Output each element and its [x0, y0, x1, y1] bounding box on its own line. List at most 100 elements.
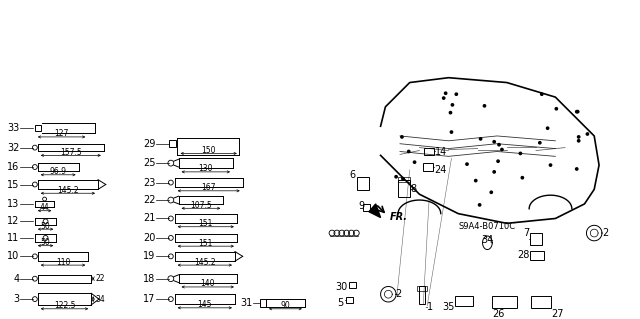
Circle shape [500, 148, 503, 151]
Text: 10: 10 [7, 251, 19, 261]
Circle shape [577, 110, 579, 113]
Text: 25: 25 [143, 158, 156, 168]
Text: 23: 23 [143, 178, 156, 188]
Circle shape [444, 92, 447, 94]
Text: 151: 151 [198, 219, 213, 228]
Circle shape [577, 140, 580, 142]
Circle shape [449, 111, 452, 114]
Bar [398, 177, 410, 182]
Circle shape [541, 93, 543, 95]
Circle shape [549, 164, 552, 166]
Circle shape [402, 177, 404, 180]
Text: 31: 31 [240, 298, 252, 308]
Circle shape [539, 142, 541, 144]
Text: 28: 28 [516, 250, 529, 260]
Circle shape [493, 171, 495, 173]
Text: 20: 20 [143, 233, 156, 243]
Circle shape [401, 136, 403, 138]
Bar [346, 297, 353, 303]
Circle shape [451, 131, 452, 133]
Polygon shape [369, 204, 381, 218]
Circle shape [521, 176, 524, 179]
Circle shape [475, 180, 477, 182]
Text: 2: 2 [602, 228, 608, 238]
Bar [349, 282, 356, 288]
Bar [417, 286, 427, 291]
Text: 17: 17 [143, 294, 156, 304]
Text: 12: 12 [7, 216, 19, 226]
Text: 22: 22 [143, 195, 156, 205]
Text: 15: 15 [7, 180, 19, 189]
Text: 34: 34 [481, 235, 493, 245]
Text: 145: 145 [198, 300, 212, 309]
Bar [455, 296, 473, 306]
Bar [531, 296, 550, 308]
Text: 110: 110 [56, 257, 70, 267]
Bar [363, 204, 370, 211]
Text: 2: 2 [395, 289, 401, 299]
Text: 122.5: 122.5 [54, 301, 76, 310]
Bar [530, 233, 542, 245]
Circle shape [395, 175, 397, 178]
Circle shape [466, 163, 468, 165]
Text: 30: 30 [335, 282, 348, 293]
Circle shape [575, 168, 578, 170]
Bar [530, 250, 544, 260]
Text: 29: 29 [143, 139, 156, 149]
Bar [169, 140, 175, 147]
Circle shape [497, 160, 499, 162]
Text: 14: 14 [435, 147, 447, 158]
Circle shape [479, 204, 481, 206]
Text: 150: 150 [202, 146, 216, 155]
Bar [424, 148, 434, 155]
Circle shape [490, 191, 492, 193]
Text: 96.9: 96.9 [50, 167, 67, 176]
Text: 167: 167 [202, 183, 216, 192]
Text: 24: 24 [434, 165, 446, 175]
Circle shape [451, 104, 454, 106]
Text: 7: 7 [523, 228, 529, 238]
Circle shape [575, 110, 578, 113]
Text: 90: 90 [280, 301, 291, 310]
Text: 34: 34 [95, 294, 105, 304]
Text: 27: 27 [552, 309, 564, 319]
Text: 3: 3 [13, 294, 19, 304]
Circle shape [413, 161, 416, 163]
Text: 130: 130 [198, 164, 213, 173]
Text: 145.2: 145.2 [57, 186, 79, 195]
Text: 5: 5 [337, 298, 344, 308]
Text: 44: 44 [40, 203, 49, 212]
Circle shape [442, 97, 445, 99]
Text: 13: 13 [7, 199, 19, 209]
Circle shape [493, 141, 495, 143]
Text: 140: 140 [200, 279, 215, 288]
Circle shape [519, 152, 522, 155]
Bar [357, 177, 369, 190]
Text: 50: 50 [41, 222, 51, 231]
Text: 32: 32 [7, 143, 19, 152]
Bar [419, 286, 425, 304]
Text: 35: 35 [442, 302, 454, 312]
Circle shape [547, 127, 548, 129]
Text: 145.2: 145.2 [194, 257, 216, 267]
Text: 6: 6 [349, 170, 355, 180]
Text: 107.5: 107.5 [190, 201, 212, 210]
Circle shape [555, 108, 557, 110]
Circle shape [408, 150, 410, 153]
Bar [35, 125, 41, 131]
Text: 18: 18 [143, 274, 156, 284]
Text: 50: 50 [41, 238, 51, 247]
Text: 151: 151 [198, 239, 213, 248]
Text: 26: 26 [492, 309, 504, 319]
Circle shape [577, 136, 580, 138]
Text: S9A4-B0710C: S9A4-B0710C [459, 222, 516, 231]
Bar [492, 296, 518, 308]
Circle shape [479, 138, 482, 140]
Circle shape [586, 133, 589, 135]
Circle shape [498, 144, 500, 146]
Text: FR.: FR. [390, 211, 408, 222]
Text: 16: 16 [7, 162, 19, 172]
Circle shape [455, 93, 458, 95]
Bar [398, 180, 410, 197]
Text: 8: 8 [411, 184, 417, 194]
